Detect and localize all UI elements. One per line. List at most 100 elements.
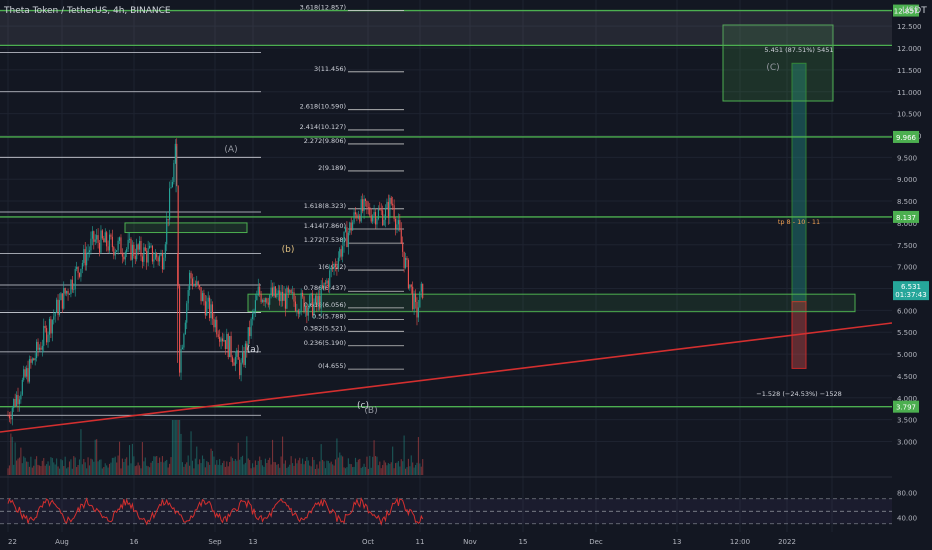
candle-body [97,235,99,243]
volume-bar [264,458,266,475]
volume-bar [54,464,56,475]
volume-bar [87,457,89,475]
candle-body [287,287,289,293]
volume-bar [382,465,384,475]
volume-bar [156,456,158,475]
candle-body [304,305,306,313]
volume-bar [11,436,13,475]
candle-body [384,208,387,220]
candle-body [124,252,126,260]
candle-body [370,215,372,222]
volume-bar [229,461,231,475]
rsi-pane [0,496,892,526]
candle-body [58,300,61,315]
volume-bar [67,467,69,475]
candle-body [230,336,232,358]
price-tick-label: 9.500 [897,154,917,162]
price-tick-label: 3.500 [897,417,917,425]
volume-bar [74,457,76,475]
candle-body [350,222,352,231]
volume-bar [287,466,289,475]
volume-bar [304,461,306,475]
candle-body [141,256,143,262]
volume-bar [270,464,272,475]
volume-bar [217,464,219,475]
volume-bar [219,459,221,475]
candle-body [156,253,158,258]
candle-body [16,395,18,407]
candle-body [307,307,309,316]
volume-bar [307,460,309,475]
volume-bar [24,457,26,475]
volume-bar [342,456,344,475]
volume-bar [250,468,252,475]
volume-bar [106,465,108,475]
trendline[interactable] [0,322,893,433]
candle-body [302,292,304,297]
volume-bar [346,467,348,475]
candle-body [30,359,32,363]
volume-bar [302,458,304,475]
volume-bar [407,458,409,475]
candle-body [44,325,46,329]
price-tick-label: 11.000 [897,89,922,97]
volume-bar [51,458,53,475]
candle-body [314,295,316,304]
volume-bar [231,458,234,475]
candle-body [111,236,113,248]
resistance-box [124,222,248,234]
candle-body [284,293,286,309]
volume-bar [98,459,101,475]
volume-bar [343,467,345,475]
volume-bar [322,459,324,475]
volume-bar [197,464,199,475]
time-tick-label: Aug [55,538,69,546]
candle-body [226,333,228,350]
volume-bar [393,468,395,475]
price-axis[interactable]: 12.50012.00011.50011.00010.50010.0009.50… [892,0,932,532]
volume-bar [160,461,162,475]
volume-bar [180,433,182,475]
time-tick-label: 2022 [778,538,796,546]
wave-label: (B) [364,406,377,416]
candle-body [70,279,72,295]
candle-body [129,238,131,240]
candle-body [183,334,185,348]
volume-bar [260,459,262,475]
candle-body [323,282,325,288]
time-axis[interactable]: 22 Aug 16 Sep 13 Oct 11 Nov 15 Dec 13 12:00 2022 [0,532,932,550]
volume-bar [214,464,216,475]
volume-bar [73,456,75,475]
candle-body [263,299,265,303]
candle-body [237,350,239,360]
volume-bar [277,463,279,475]
volume-bar [366,456,368,475]
volume-bar [329,463,331,475]
candle-body [343,231,345,247]
volume-bar [339,452,341,475]
candle-body [108,234,111,251]
volume-bar [299,457,301,475]
volume-bar [53,462,55,475]
time-tick-label: 13 [673,538,682,546]
price-unit-label: USDT [902,6,927,16]
candle-body [400,229,402,244]
volume-bar [144,457,146,475]
volume-bar [344,468,347,475]
volume-bar [64,456,66,475]
volume-bar [314,468,316,475]
candle-body [209,297,211,319]
candle-body [369,207,371,216]
candle-body [310,293,312,296]
long-position-tool[interactable] [0,10,892,369]
horizontal-levels[interactable] [0,9,892,408]
volume-bar [259,456,261,475]
volume-bar [293,465,295,475]
volume-bar [243,464,245,475]
candle-body [177,186,179,286]
candle-body [396,224,398,229]
time-tick-label: Sep [208,538,222,546]
fib-level-label: 1.414(7.860) [304,222,346,230]
candle-body [20,394,22,400]
